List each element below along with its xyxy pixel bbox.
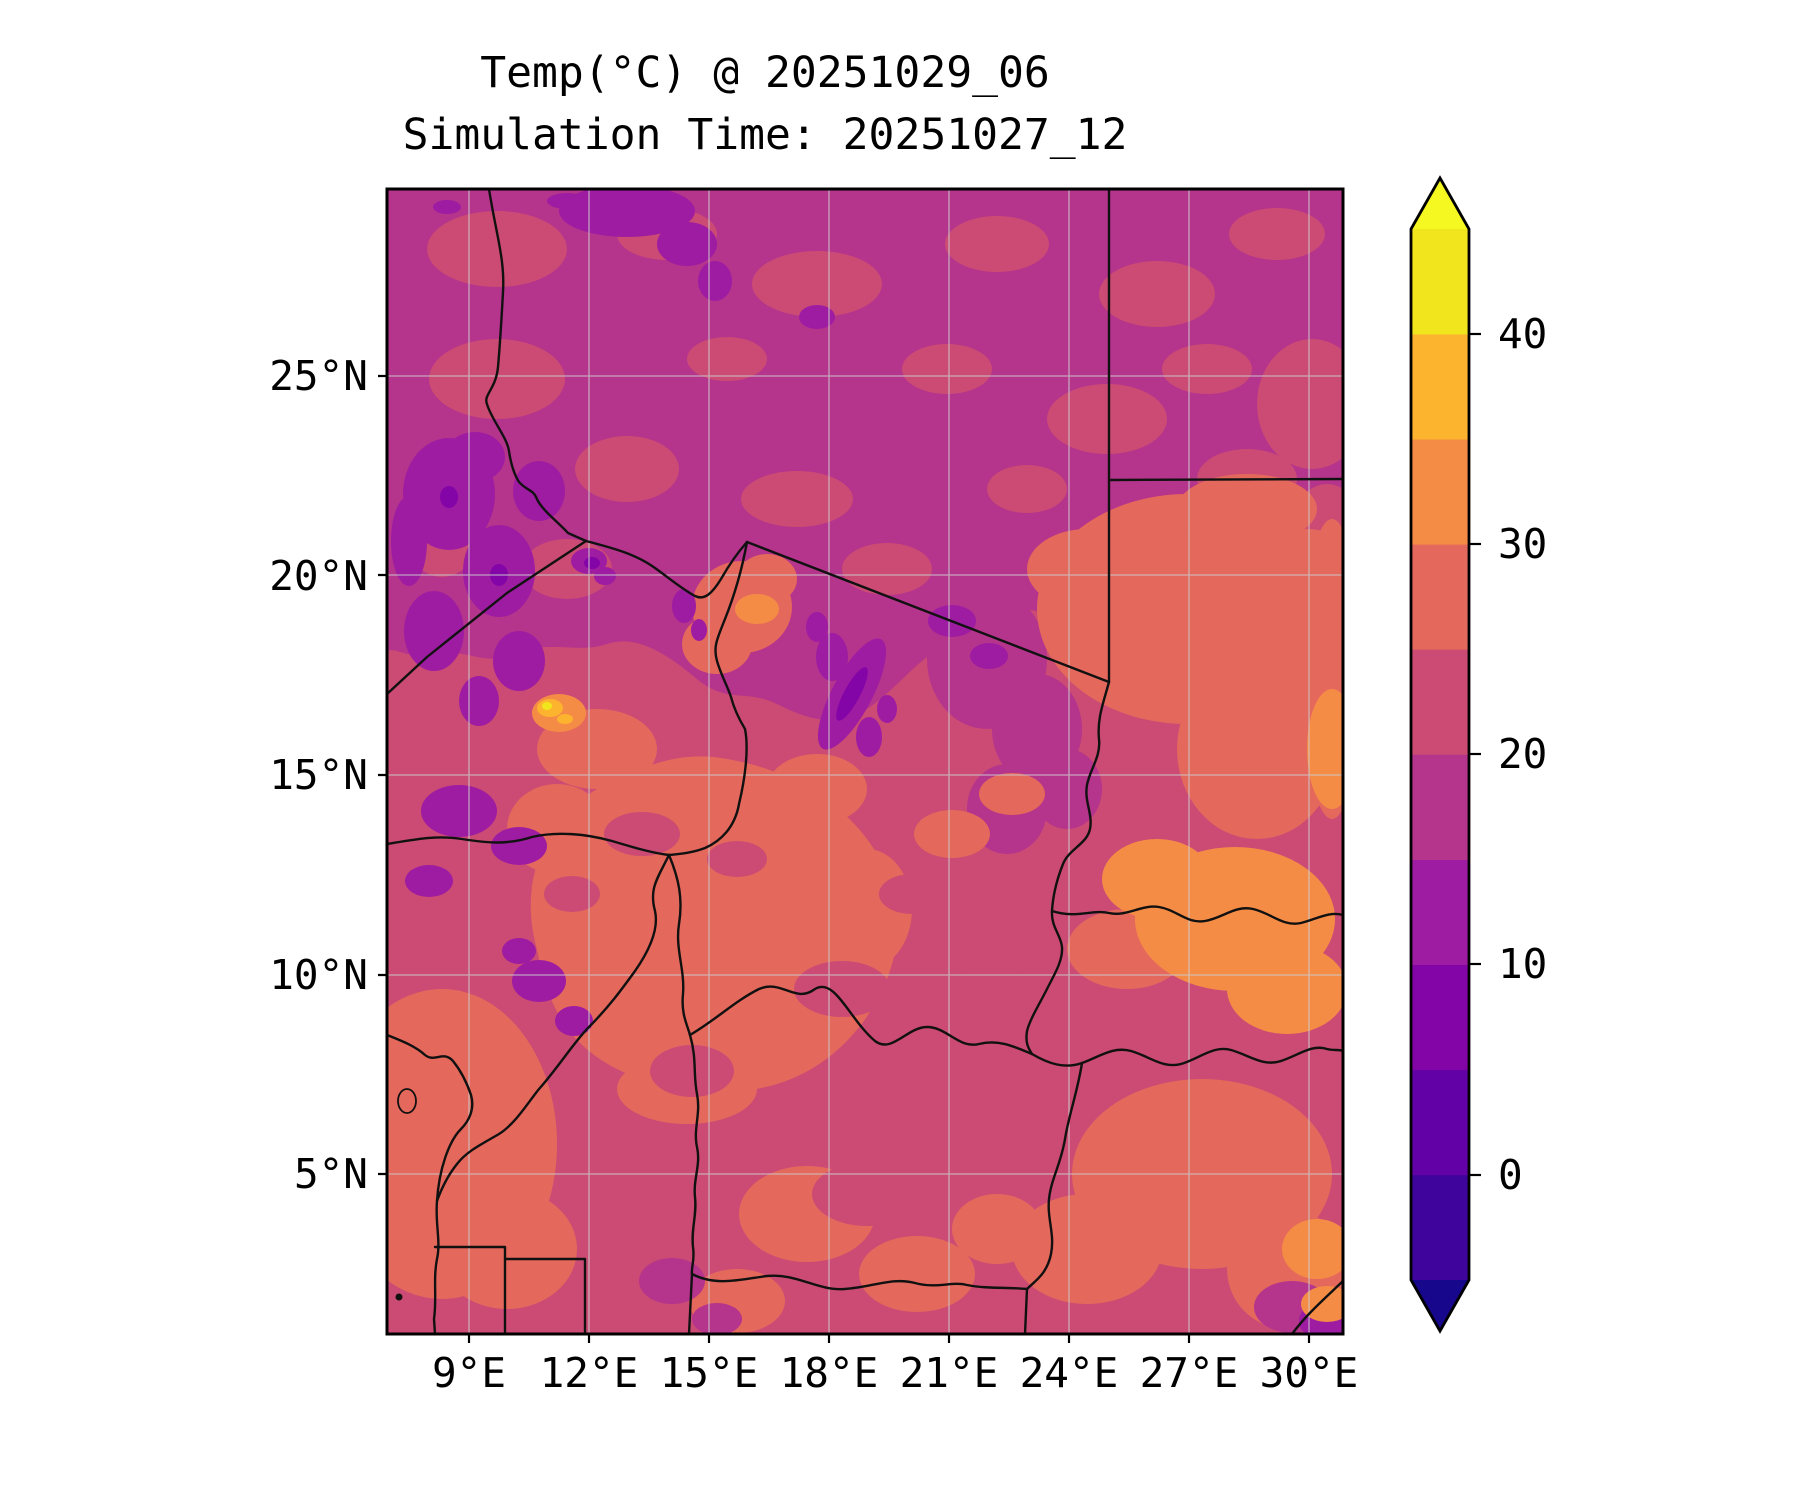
colorbar-tick-label: 30 xyxy=(1498,520,1548,568)
chart-title: Temp(°C) @ 20251029_06 xyxy=(480,48,1050,98)
x-tick-label: 30°E xyxy=(1259,1349,1359,1397)
colorbar-tick-label: 10 xyxy=(1498,940,1548,988)
colorbar-segment xyxy=(1411,1174,1469,1281)
colorbar-tick-label: 20 xyxy=(1498,730,1548,778)
colorbar-tick-label: 0 xyxy=(1498,1151,1523,1199)
island-bioko xyxy=(397,1088,417,1114)
colorbar-segment xyxy=(1411,544,1469,650)
colorbar-segment xyxy=(1411,649,1469,755)
temperature-field xyxy=(387,189,1343,1334)
y-tick-label: 5°N xyxy=(293,1150,368,1198)
colorbar-segments xyxy=(1411,229,1469,1281)
colorbar-tick-label: 40 xyxy=(1498,310,1548,358)
y-tick-label: 20°N xyxy=(269,552,368,600)
islet-dot xyxy=(395,1293,403,1301)
colorbar-segment xyxy=(1411,754,1469,860)
chart-subtitle: Simulation Time: 20251027_12 xyxy=(402,110,1128,160)
colorbar-segment xyxy=(1411,334,1469,440)
colorbar xyxy=(1409,175,1481,1334)
colorbar-segment xyxy=(1411,1069,1469,1176)
y-tick-label: 15°N xyxy=(269,751,368,799)
x-tick-label: 27°E xyxy=(1139,1349,1239,1397)
y-tick-label: 10°N xyxy=(269,951,368,999)
colorbar-segment xyxy=(1411,439,1469,545)
x-tick-label: 9°E xyxy=(431,1349,507,1397)
colorbar-segment xyxy=(1411,859,1469,965)
temperature-map xyxy=(378,187,1345,1343)
country-borders xyxy=(387,189,1343,1334)
colorbar-segment xyxy=(1411,229,1469,335)
x-tick-label: 18°E xyxy=(779,1349,879,1397)
axis-tick-marks xyxy=(378,374,1311,1343)
x-tick-label: 21°E xyxy=(899,1349,999,1397)
colorbar-tick-marks xyxy=(1469,332,1481,1177)
y-tick-label: 25°N xyxy=(269,352,368,400)
map-frame xyxy=(385,187,1345,1336)
x-tick-label: 24°E xyxy=(1019,1349,1119,1397)
colorbar-outline xyxy=(1409,175,1471,1334)
colorbar-arrow-over xyxy=(1411,178,1469,229)
colorbar-segment xyxy=(1411,964,1469,1071)
map-gridlines xyxy=(387,189,1343,1334)
colorbar-arrow-under xyxy=(1411,1280,1469,1331)
x-tick-label: 12°E xyxy=(539,1349,639,1397)
x-tick-label: 15°E xyxy=(659,1349,759,1397)
